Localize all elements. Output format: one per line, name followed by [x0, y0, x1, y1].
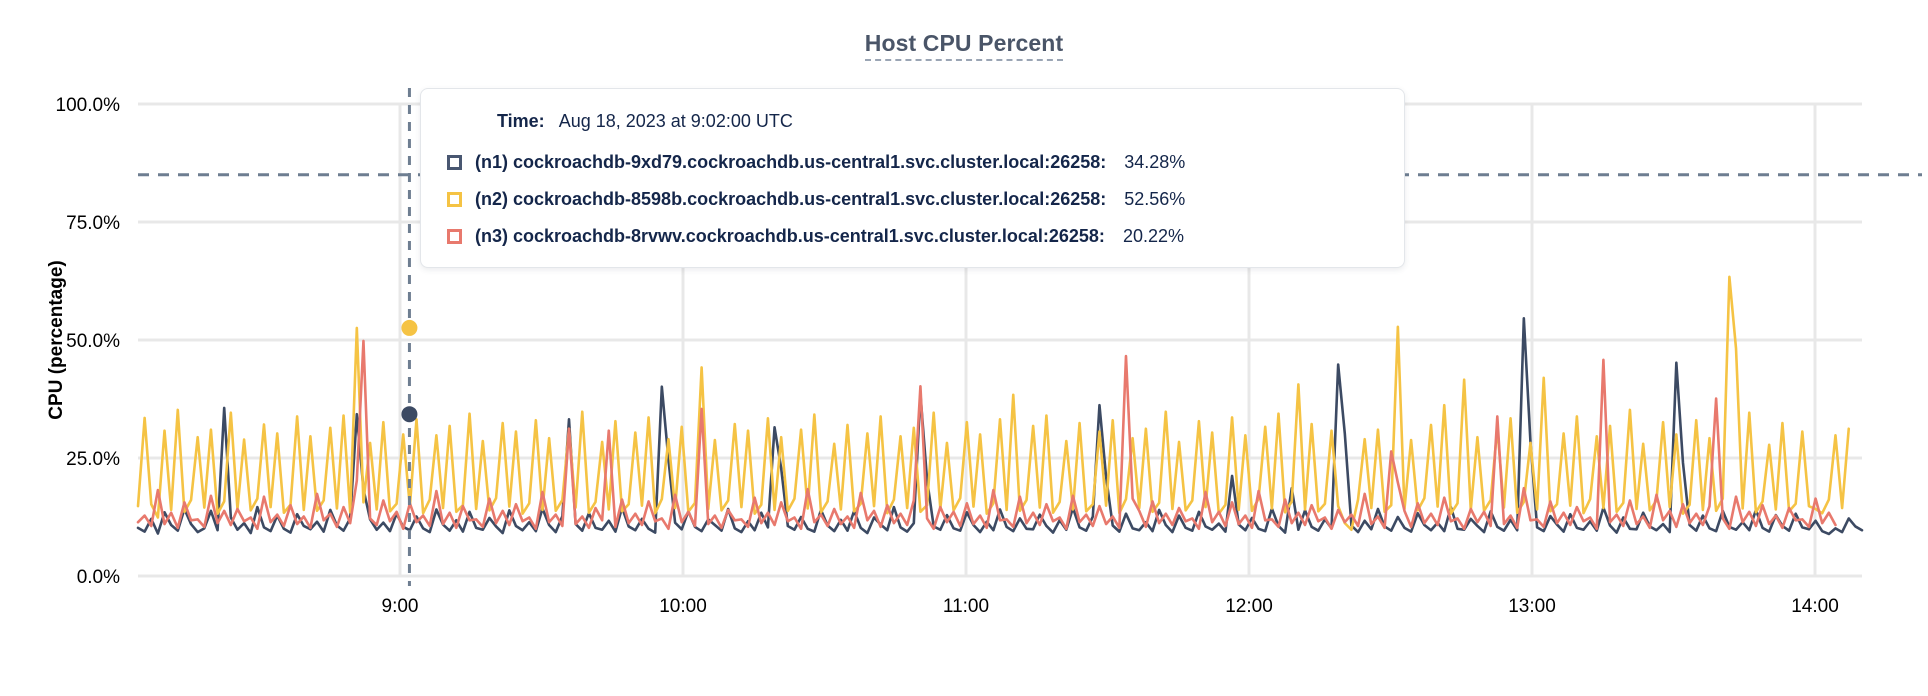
- hover-tooltip: Time: Aug 18, 2023 at 9:02:00 UTC (n1) c…: [420, 88, 1405, 268]
- svg-text:9:00: 9:00: [382, 596, 419, 617]
- tooltip-series-name: (n1) cockroachdb-9xd79.cockroachdb.us-ce…: [475, 152, 1107, 172]
- svg-text:10:00: 10:00: [659, 596, 707, 617]
- y-axis-title: CPU (percentage): [46, 260, 67, 419]
- tooltip-series-value: 20.22%: [1122, 226, 1184, 246]
- svg-text:0.0%: 0.0%: [77, 567, 120, 588]
- x-axis-tick-labels: 9:00 10:00 11:00 12:00 13:00 14:00: [382, 596, 1839, 617]
- svg-text:11:00: 11:00: [943, 596, 989, 617]
- legend-swatch-n1: [447, 155, 462, 170]
- page-title: Host CPU Percent: [0, 30, 1928, 61]
- tooltip-time-row: Time: Aug 18, 2023 at 9:02:00 UTC: [497, 111, 1378, 132]
- tooltip-series-value: 52.56%: [1124, 189, 1186, 209]
- tooltip-series-row: (n3) cockroachdb-8rvwv.cockroachdb.us-ce…: [447, 226, 1378, 247]
- highlight-markers: [401, 319, 418, 423]
- svg-text:100.0%: 100.0%: [56, 95, 121, 116]
- svg-text:12:00: 12:00: [1225, 596, 1273, 617]
- legend-swatch-n3: [447, 229, 462, 244]
- svg-text:25.0%: 25.0%: [66, 449, 120, 470]
- svg-text:14:00: 14:00: [1791, 596, 1839, 617]
- chart-title-text: Host CPU Percent: [864, 30, 1064, 61]
- tooltip-time-value: Aug 18, 2023 at 9:02:00 UTC: [558, 111, 793, 131]
- tooltip-series-value: 34.28%: [1124, 152, 1186, 172]
- svg-text:13:00: 13:00: [1508, 596, 1556, 617]
- y-axis-tick-labels: 0.0% 25.0% 50.0% 75.0% 100.0%: [56, 95, 121, 588]
- series-lines: [136, 275, 1864, 536]
- svg-text:50.0%: 50.0%: [66, 331, 120, 352]
- tooltip-series-name: (n2) cockroachdb-8598b.cockroachdb.us-ce…: [475, 189, 1107, 209]
- legend-swatch-n2: [447, 192, 462, 207]
- svg-text:CPU (percentage): CPU (percentage): [46, 260, 67, 419]
- tooltip-time-label: Time:: [497, 111, 545, 131]
- svg-text:75.0%: 75.0%: [66, 213, 120, 234]
- tooltip-series-row: (n1) cockroachdb-9xd79.cockroachdb.us-ce…: [447, 152, 1378, 173]
- tooltip-series-name: (n3) cockroachdb-8rvwv.cockroachdb.us-ce…: [475, 226, 1105, 246]
- tooltip-series-row: (n2) cockroachdb-8598b.cockroachdb.us-ce…: [447, 189, 1378, 210]
